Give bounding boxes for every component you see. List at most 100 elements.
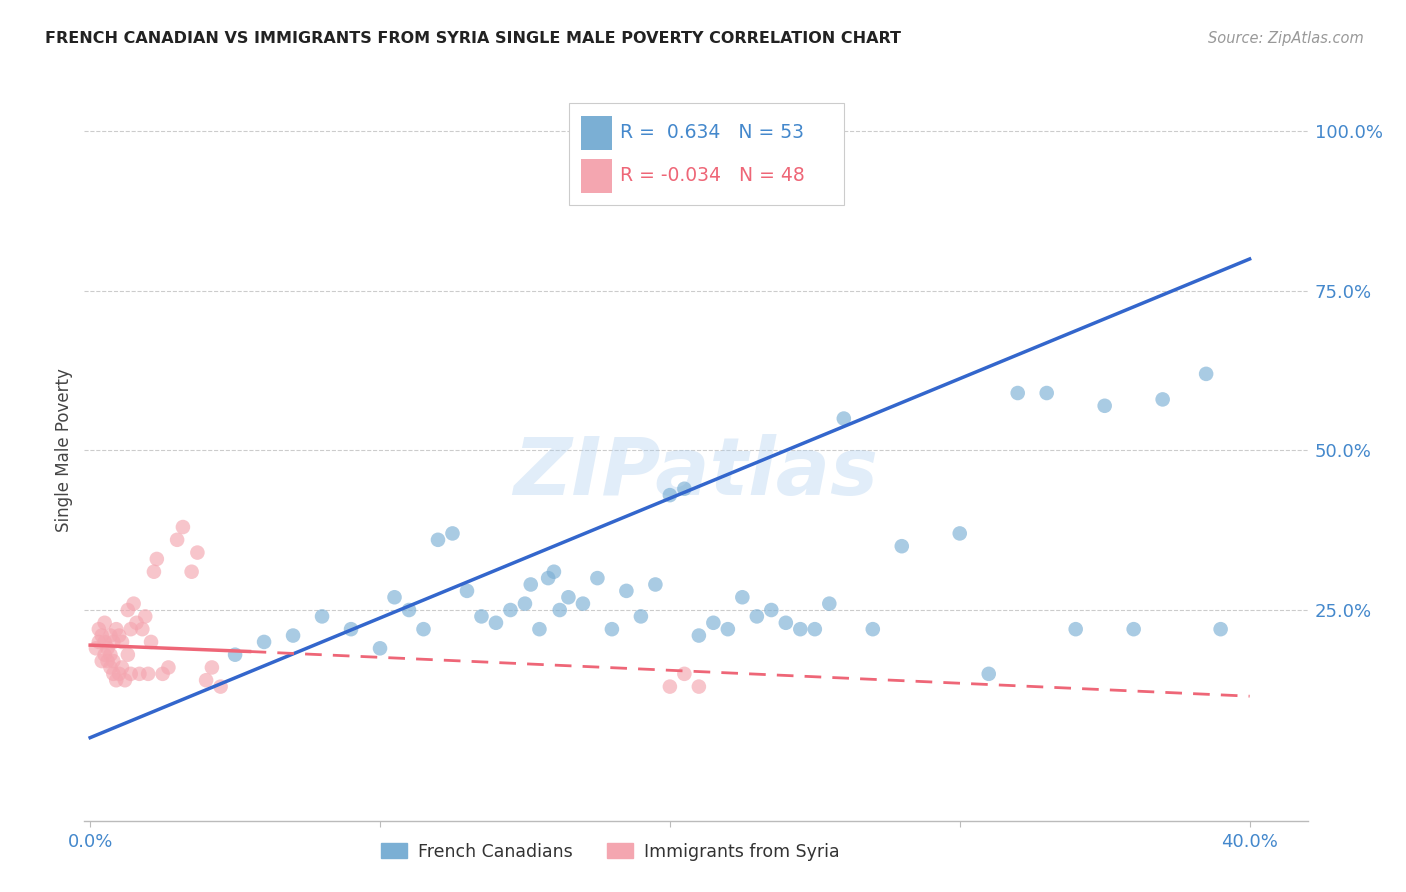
Point [93, 635, 115, 649]
Point [543, 565, 565, 579]
Point [572, 597, 595, 611]
Point [131, 622, 153, 636]
Point [548, 603, 571, 617]
Point [1035, 386, 1057, 401]
Point [201, 660, 224, 674]
Point [804, 622, 827, 636]
Point [166, 533, 188, 547]
Point [103, 666, 125, 681]
Point [108, 629, 131, 643]
Point [146, 552, 169, 566]
Point [253, 635, 276, 649]
Point [125, 615, 148, 630]
Point [775, 615, 797, 630]
Point [120, 666, 142, 681]
Point [485, 615, 508, 630]
Point [519, 577, 541, 591]
Point [103, 654, 125, 668]
Point [513, 597, 536, 611]
Point [412, 622, 434, 636]
Point [100, 629, 122, 643]
Point [1195, 367, 1218, 381]
Point [117, 648, 139, 662]
Point [224, 648, 246, 662]
Point [688, 629, 710, 643]
Point [128, 666, 150, 681]
Point [180, 565, 202, 579]
Point [139, 635, 162, 649]
Point [557, 591, 579, 605]
Point [368, 641, 391, 656]
Point [949, 526, 972, 541]
Point [644, 577, 666, 591]
Text: R = -0.034   N = 48: R = -0.034 N = 48 [620, 166, 804, 186]
Point [96, 641, 118, 656]
Point [281, 629, 304, 643]
Point [1007, 386, 1029, 401]
Point [105, 622, 128, 636]
Point [90, 629, 112, 643]
Point [862, 622, 884, 636]
Point [157, 660, 180, 674]
Point [702, 615, 724, 630]
Legend: French Canadians, Immigrants from Syria: French Canadians, Immigrants from Syria [374, 836, 846, 868]
Point [761, 603, 783, 617]
Point [100, 648, 122, 662]
Point [384, 591, 406, 605]
Point [832, 411, 855, 425]
Point [427, 533, 450, 547]
Point [586, 571, 609, 585]
Point [441, 526, 464, 541]
Point [136, 666, 159, 681]
Point [658, 680, 681, 694]
Point [87, 635, 110, 649]
Point [117, 603, 139, 617]
Point [93, 648, 115, 662]
Point [1094, 399, 1116, 413]
Point [100, 660, 122, 674]
Point [84, 641, 107, 656]
Point [499, 603, 522, 617]
Point [142, 565, 165, 579]
Point [789, 622, 811, 636]
Point [470, 609, 492, 624]
Point [186, 545, 208, 559]
Point [717, 622, 740, 636]
Point [103, 635, 125, 649]
Point [209, 680, 232, 694]
Point [456, 583, 478, 598]
Text: R =  0.634   N = 53: R = 0.634 N = 53 [620, 123, 804, 143]
Point [108, 666, 131, 681]
Point [111, 635, 134, 649]
Point [195, 673, 218, 688]
Point [1064, 622, 1087, 636]
Point [658, 488, 681, 502]
Point [977, 666, 1000, 681]
Point [152, 666, 174, 681]
Point [120, 622, 142, 636]
Text: Source: ZipAtlas.com: Source: ZipAtlas.com [1208, 31, 1364, 46]
Point [688, 680, 710, 694]
Text: ZIPatlas: ZIPatlas [513, 434, 879, 512]
Point [398, 603, 420, 617]
Point [1122, 622, 1144, 636]
Point [630, 609, 652, 624]
Point [90, 654, 112, 668]
Point [731, 591, 754, 605]
Point [1152, 392, 1174, 407]
Point [616, 583, 638, 598]
Point [134, 609, 156, 624]
Point [105, 673, 128, 688]
Point [340, 622, 363, 636]
Point [96, 654, 118, 668]
Point [172, 520, 194, 534]
Point [311, 609, 333, 624]
Point [111, 660, 134, 674]
Point [114, 673, 136, 688]
Point [890, 539, 912, 553]
Point [673, 666, 696, 681]
Point [93, 615, 115, 630]
Y-axis label: Single Male Poverty: Single Male Poverty [55, 368, 73, 533]
Point [745, 609, 768, 624]
Point [537, 571, 560, 585]
